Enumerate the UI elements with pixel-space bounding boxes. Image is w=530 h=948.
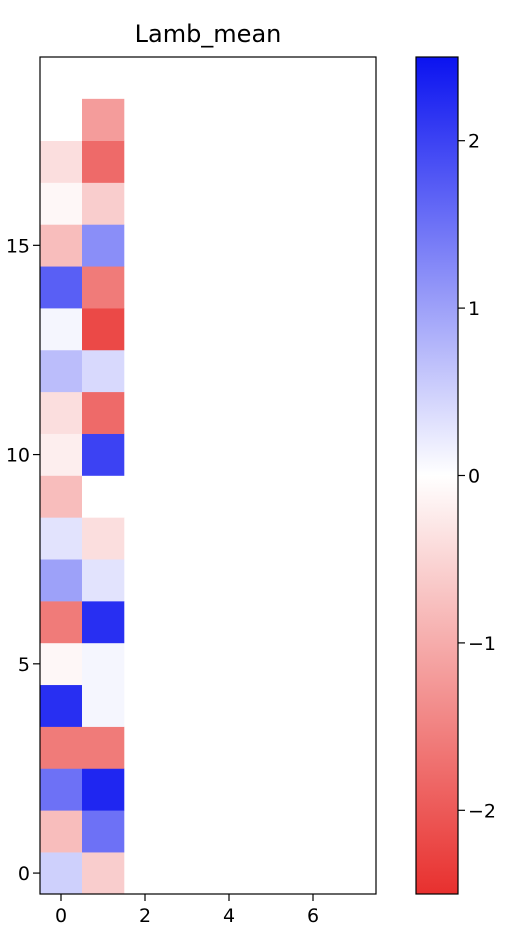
heatmap-cell — [40, 768, 83, 811]
x-tick-label: 4 — [223, 905, 235, 927]
colorbar-tick-label: 1 — [468, 298, 480, 320]
heatmap-cell — [40, 642, 83, 686]
heatmap-cells — [40, 57, 376, 895]
colorbar-tick-label: 2 — [468, 131, 480, 153]
heatmap-cell — [82, 726, 125, 769]
x-tick-label: 2 — [139, 905, 151, 927]
heatmap-cell — [82, 559, 125, 602]
heatmap-cell — [82, 224, 125, 267]
y-tick-label: 15 — [6, 235, 30, 257]
heatmap-cell — [82, 475, 125, 518]
colorbar-ticks: −2 −1 0 1 2 — [458, 131, 496, 822]
heatmap-cell — [82, 768, 125, 811]
x-tick-label: 0 — [55, 905, 67, 927]
heatmap-cell — [82, 433, 125, 476]
chart-title: Lamb_mean — [135, 20, 282, 48]
colorbar-tick-label: −1 — [468, 633, 496, 655]
heatmap-cell — [40, 601, 83, 644]
y-tick-label: 10 — [6, 445, 30, 467]
heatmap-cell — [40, 684, 83, 727]
heatmap-cell — [40, 182, 83, 225]
heatmap-cell — [40, 517, 83, 560]
heatmap-cell — [82, 684, 125, 727]
colorbar: −2 −1 0 1 2 — [415, 56, 496, 895]
heatmap-cell — [40, 559, 83, 602]
colorbar-gradient — [415, 56, 459, 895]
x-axis: 0 2 4 6 — [55, 894, 319, 927]
heatmap-cell — [82, 517, 125, 560]
colorbar-tick-label: 0 — [468, 466, 480, 488]
colorbar-tick-label: −2 — [468, 800, 496, 822]
heatmap-cell — [82, 601, 125, 644]
heatmap-cell — [82, 266, 125, 309]
heatmap-cell — [82, 140, 125, 183]
heatmap-cell — [40, 475, 83, 518]
heatmap-cell — [40, 852, 83, 895]
heatmap-cell — [40, 810, 83, 853]
heatmap-cell — [40, 433, 83, 476]
heatmap-cell — [82, 391, 125, 434]
heatmap-cell — [40, 391, 83, 434]
heatmap-cell — [82, 349, 125, 393]
heatmap-cell — [82, 182, 125, 225]
heatmap-cell — [82, 810, 125, 853]
heatmap-cell — [82, 308, 125, 351]
y-tick-label: 0 — [18, 863, 30, 885]
heatmap-cell — [40, 726, 83, 769]
heatmap-cell — [40, 140, 83, 183]
heatmap-cell — [40, 98, 83, 141]
y-axis: 0 5 10 15 — [6, 235, 40, 885]
heatmap-cell — [40, 266, 83, 309]
plot-frame — [39, 56, 377, 895]
heatmap-cell — [40, 224, 83, 267]
x-tick-label: 6 — [307, 905, 319, 927]
heatmap-cell — [82, 98, 125, 141]
heatmap-cell — [82, 852, 125, 895]
heatmap-cell — [40, 308, 83, 351]
heatmap-cell — [40, 349, 83, 393]
y-tick-label: 5 — [18, 654, 30, 676]
heatmap-cell — [82, 642, 125, 686]
